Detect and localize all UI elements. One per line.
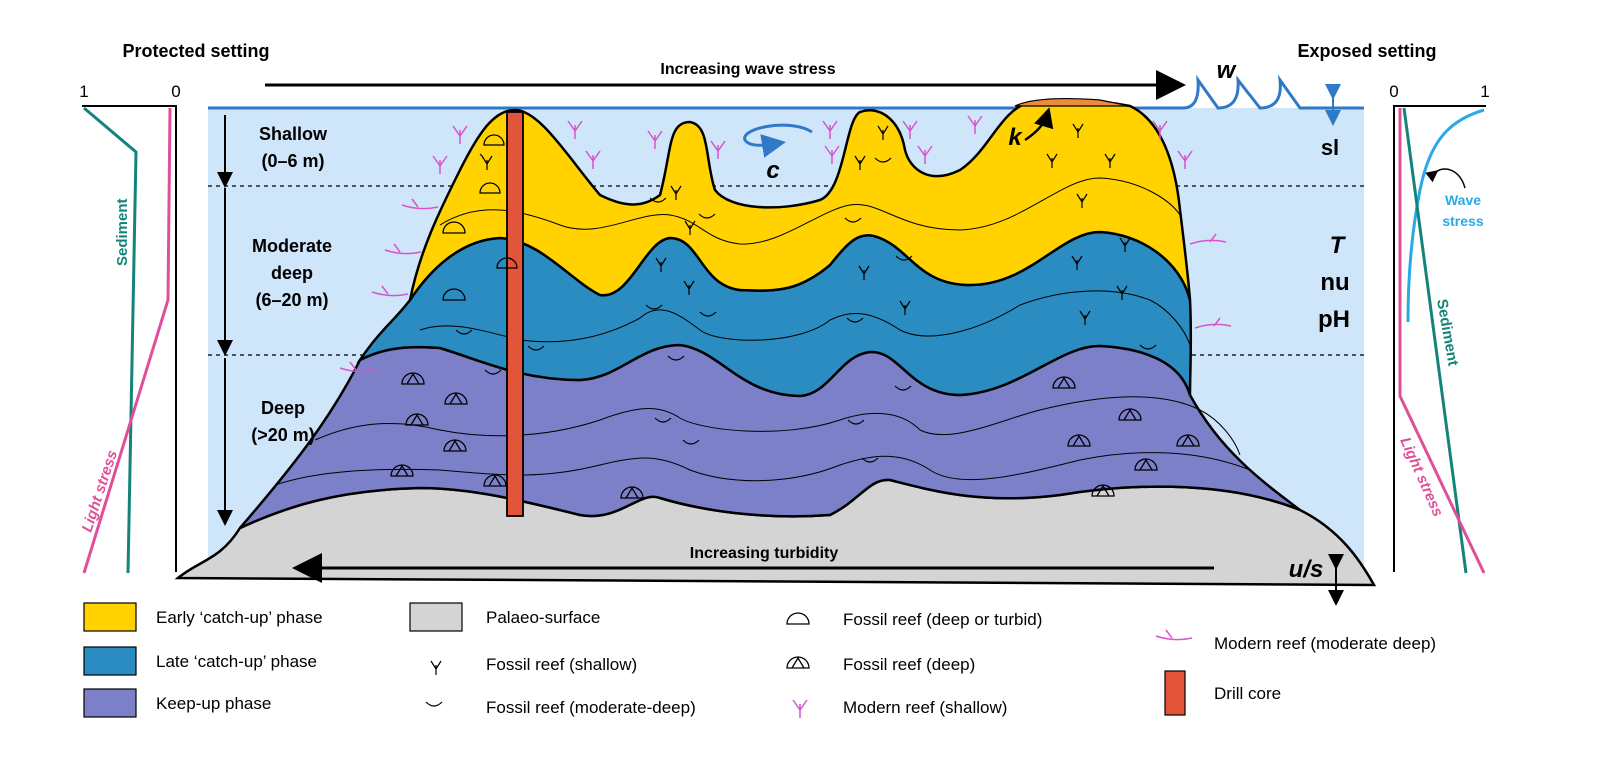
legend-keepup-label: Keep-up phase xyxy=(156,694,271,713)
legend-drill-label: Drill core xyxy=(1214,684,1281,703)
symbol-w: w xyxy=(1217,57,1237,84)
symbol-us: u/s xyxy=(1289,556,1324,583)
deep-label: Deep xyxy=(261,398,305,418)
legend-fossil-moddeep-icon xyxy=(425,701,443,707)
drill-core xyxy=(506,111,524,517)
protected-title: Protected setting xyxy=(122,41,269,61)
symbol-pH: pH xyxy=(1318,306,1350,333)
legend-modern-moddeep-label: Modern reef (moderate deep) xyxy=(1214,634,1436,653)
symbol-c: c xyxy=(766,157,779,184)
left-axis-0: 0 xyxy=(171,82,180,101)
legend-fossil-deep-turbid-icon xyxy=(786,612,810,625)
legend-palaeo-label: Palaeo-surface xyxy=(486,608,600,627)
legend-modern-moddeep-icon xyxy=(1155,629,1193,641)
deep-range: (>20 m) xyxy=(251,425,315,445)
left-sediment-label: Sediment xyxy=(114,198,131,266)
k-arrow xyxy=(1024,107,1054,142)
legend-swatch-late xyxy=(83,646,137,676)
right-axis-1: 1 xyxy=(1480,82,1489,101)
right-wave-label-2: stress xyxy=(1442,213,1483,229)
left-light-curve xyxy=(82,107,172,574)
sea-surface xyxy=(208,74,1364,110)
symbol-nu: nu xyxy=(1320,269,1349,296)
shallow-range: (0–6 m) xyxy=(261,151,324,171)
right-panel-frame xyxy=(1393,105,1486,572)
right-axis-0: 0 xyxy=(1389,82,1398,101)
symbol-T: T xyxy=(1330,232,1347,259)
wave-stress-pointer xyxy=(1425,168,1466,189)
fossil-reef-moderate-deep-symbols xyxy=(455,157,1157,463)
shallow-label: Shallow xyxy=(259,124,328,144)
left-sediment-curve xyxy=(83,106,138,574)
legend-swatch-keepup xyxy=(83,688,137,718)
right-sediment-curve xyxy=(1402,107,1468,574)
growth-lines xyxy=(274,177,1251,486)
wave-stress-label: Increasing wave stress xyxy=(660,61,835,78)
moderate-label: Moderate xyxy=(252,236,332,256)
legend-fossil-moddeep-label: Fossil reef (moderate-deep) xyxy=(486,698,696,717)
legend-swatch-palaeo xyxy=(409,602,463,632)
turbidity-label: Increasing turbidity xyxy=(690,545,839,562)
legend-modern-shallow-icon xyxy=(792,699,808,718)
legend-fossil-shallow-icon xyxy=(430,660,442,675)
fossil-reef-deep-or-turbid-symbols xyxy=(442,134,518,301)
moderate-range: (6–20 m) xyxy=(255,290,328,310)
fossil-reef-shallow-symbols xyxy=(479,123,1131,325)
exposed-title: Exposed setting xyxy=(1297,41,1436,61)
right-wave-curve xyxy=(1406,108,1485,323)
legend-swatch-early xyxy=(83,602,137,632)
current-arrow xyxy=(743,123,813,158)
depth-zone-labels: Shallow (0–6 m) Moderate deep (6–20 m) D… xyxy=(251,124,332,445)
left-panel-frame xyxy=(82,105,177,572)
right-light-curve xyxy=(1398,108,1486,574)
right-wave-label-1: Wave xyxy=(1445,192,1481,208)
modern-reef-moderate-deep-symbols xyxy=(339,198,1232,373)
legend-fossil-deep-label: Fossil reef (deep) xyxy=(843,655,975,674)
moderate-label-2: deep xyxy=(271,263,313,283)
legend-fossil-shallow-label: Fossil reef (shallow) xyxy=(486,655,637,674)
legend-swatch-drill xyxy=(1164,670,1186,716)
modern-reef-shallow-symbols xyxy=(432,115,1193,174)
legend-fossil-deep-turbid-label: Fossil reef (deep or turbid) xyxy=(843,610,1042,629)
reef-cap xyxy=(1014,98,1131,107)
legend-early-label: Early ‘catch-up’ phase xyxy=(156,608,323,627)
legend-late-label: Late ‘catch-up’ phase xyxy=(156,652,317,671)
legend-modern-shallow-label: Modern reef (shallow) xyxy=(843,698,1007,717)
legend: Early ‘catch-up’ phase Late ‘catch-up’ p… xyxy=(83,602,1436,718)
fossil-reef-deep-symbols xyxy=(390,372,1200,499)
left-axis-1: 1 xyxy=(79,82,88,101)
symbol-sl: sl xyxy=(1321,135,1339,160)
legend-fossil-deep-icon xyxy=(786,656,810,669)
symbol-k: k xyxy=(1008,124,1023,151)
